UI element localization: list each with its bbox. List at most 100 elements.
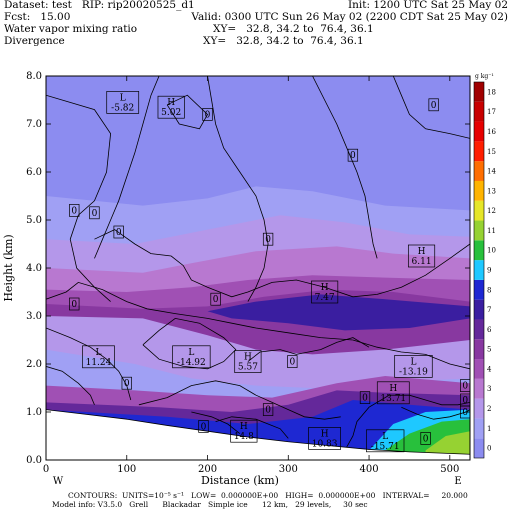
colorbar-swatch (474, 378, 484, 399)
contour-label: 0 (262, 232, 274, 246)
contour-line (312, 76, 378, 259)
svg-text:-15.71: -15.71 (371, 442, 400, 452)
colorbar-swatch (474, 279, 484, 300)
contour-label: 0 (202, 108, 213, 121)
y-axis-label: Height (km) (2, 234, 15, 301)
y-tick-label: 0.0 (26, 455, 42, 466)
contour-label: L-5.82 (106, 91, 140, 114)
svg-text:0: 0 (71, 206, 77, 216)
colorbar-swatch (474, 260, 484, 280)
colorbar-label: 16 (487, 128, 496, 136)
contour-label: 0 (287, 355, 298, 368)
x-tick-label: 0 (43, 464, 49, 475)
x-axis-label: Distance (km) (201, 474, 279, 487)
colorbar-swatch (474, 398, 484, 419)
moisture-band (207, 294, 470, 331)
contour-line (94, 76, 160, 259)
svg-text:5.57: 5.57 (238, 363, 258, 373)
svg-text:13.71: 13.71 (380, 394, 406, 404)
header-xy2: XY= 32.8, 34.2 to 76.4, 36.1 (203, 35, 364, 47)
colorbar-swatch (474, 82, 484, 102)
svg-text:0: 0 (116, 228, 122, 238)
contour-label: 0 (210, 292, 221, 306)
colorbar-label: 2 (487, 405, 491, 413)
svg-text:H: H (240, 422, 248, 432)
colorbar-swatch (474, 220, 484, 241)
contour-line (46, 281, 353, 341)
contour-line (191, 411, 241, 434)
contour-label: 0 (89, 206, 100, 220)
header-init: Init: 1200 UTC Sat 25 May 02 (348, 0, 508, 11)
svg-text:L: L (382, 432, 388, 442)
colorbar-label: 7 (487, 306, 491, 314)
svg-text:-5.82: -5.82 (111, 103, 134, 113)
contour-label: L11.24 (82, 345, 115, 369)
colorbar-label: 13 (487, 187, 496, 195)
header-xy1: XY= 32.8, 34.2 to 76.4, 36.1 (213, 23, 374, 35)
svg-text:L: L (96, 348, 102, 358)
colorbar-label: 17 (487, 108, 496, 116)
svg-text:H: H (321, 283, 329, 293)
footer-model-info: Model info: V3.5.0 Grell Blackadar Simpl… (52, 500, 368, 509)
svg-text:0: 0 (431, 101, 437, 111)
colorbar-swatch (474, 438, 484, 458)
contour-label: L-14.92 (172, 345, 211, 369)
colorbar-label: 3 (487, 385, 491, 393)
svg-text:H: H (244, 353, 252, 363)
svg-text:0: 0 (265, 406, 271, 416)
svg-text:0: 0 (462, 396, 468, 406)
y-tick-label: 5.0 (26, 215, 42, 226)
svg-text:0: 0 (71, 300, 77, 310)
x-tick-label: 200 (198, 464, 217, 475)
colorbar-swatch (474, 161, 484, 181)
svg-text:0: 0 (92, 209, 98, 219)
svg-text:7.47: 7.47 (315, 293, 335, 303)
y-tick-label: 8.0 (26, 71, 42, 82)
contour-line (247, 337, 370, 362)
contour-line (166, 94, 209, 130)
contour-label: 0 (359, 391, 371, 404)
colorbar-unit: g kg⁻¹ (475, 73, 494, 80)
y-tick-label: 1.0 (26, 407, 42, 418)
svg-text:0: 0 (201, 422, 207, 432)
x-tick-label: 300 (279, 464, 298, 475)
contour-line (46, 366, 95, 405)
colorbar-swatch (474, 180, 484, 201)
contour-label: H5.02 (157, 95, 185, 119)
contour-line (352, 339, 470, 370)
colorbar-swatch (474, 418, 484, 439)
svg-text:6.11: 6.11 (412, 257, 432, 267)
x-tick-label: 100 (117, 464, 136, 475)
colorbar-swatch (474, 200, 484, 221)
colorbar-label: 4 (487, 365, 492, 373)
y-tick-label: 4.0 (26, 263, 42, 274)
y-tick-label: 6.0 (26, 167, 42, 178)
contour-label: 0 (198, 420, 209, 433)
y-tick-label: 2.0 (26, 359, 42, 370)
colorbar-label: 18 (487, 88, 496, 96)
contour-line (46, 94, 112, 302)
x-end-label-east: E (454, 476, 461, 487)
colorbar-label: 14 (487, 168, 496, 176)
y-tick-label: 3.0 (26, 311, 42, 322)
contour-line (138, 380, 341, 420)
header-field1: Water vapor mixing ratio (4, 23, 138, 35)
colorbar-label: 15 (487, 148, 496, 156)
svg-text:H: H (321, 429, 329, 439)
contour-line (392, 76, 470, 139)
colorbar-swatch (474, 121, 484, 142)
colorbar-label: 6 (487, 326, 492, 334)
svg-text:11.24: 11.24 (86, 358, 112, 368)
svg-text:10.83: 10.83 (312, 439, 338, 449)
contour-line (207, 76, 269, 302)
header-field2: Divergence (4, 35, 65, 47)
colorbar-label: 9 (487, 267, 491, 275)
header-dataset: Dataset: test RIP: rip20020525_d1 (4, 0, 195, 11)
footer-contours: CONTOURS: UNITS=10⁻⁵ s⁻¹ LOW= 0.000000E+… (68, 491, 468, 500)
x-tick-label: 500 (440, 464, 459, 475)
contour-label: 0 (69, 297, 80, 311)
svg-text:L: L (120, 93, 126, 103)
svg-text:0: 0 (205, 110, 211, 120)
contour-label: 0 (121, 376, 132, 390)
contour-label: H14.8 (230, 419, 258, 443)
